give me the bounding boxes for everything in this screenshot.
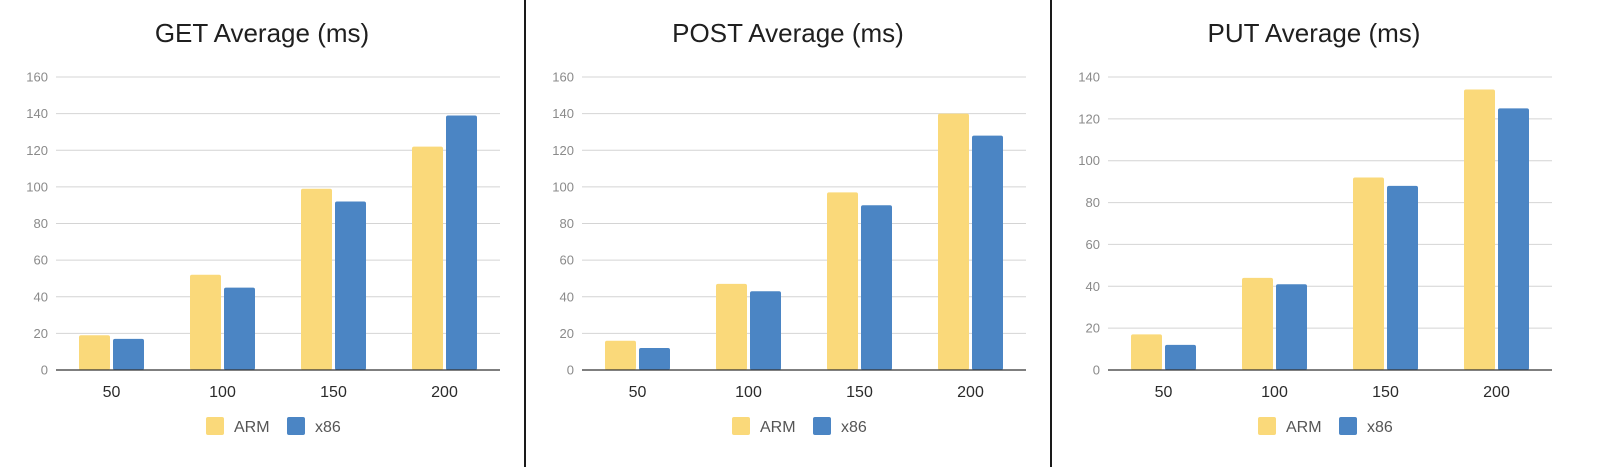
chart-title: POST Average (ms) [672, 18, 904, 48]
y-tick-label: 20 [34, 326, 48, 341]
y-tick-label: 80 [560, 216, 574, 231]
y-tick-label: 0 [567, 363, 574, 378]
bar-x86-50 [639, 348, 670, 370]
x-tick-label: 200 [431, 384, 458, 401]
bar-x86-100 [750, 291, 781, 370]
x-tick-label: 150 [320, 384, 347, 401]
y-tick-label: 160 [26, 70, 48, 85]
chart-panel-get: GET Average (ms) 0 20 40 60 80 100 120 140 160 50… [0, 0, 524, 467]
x-tick-label: 50 [103, 384, 121, 401]
y-tick-label: 40 [34, 289, 48, 304]
y-tick-label: 40 [1086, 279, 1100, 294]
legend-label: ARM [234, 419, 270, 436]
bar-arm-200 [412, 146, 443, 370]
legend-label: x86 [841, 419, 867, 436]
x-tick-label: 50 [629, 384, 647, 401]
bar-arm-150 [827, 192, 858, 370]
bar-arm-100 [716, 283, 747, 370]
bar-arm-100 [190, 274, 221, 370]
chart-title: GET Average (ms) [154, 18, 370, 48]
chart-panel-post: POST Average (ms) 0 20 40 60 80 100 120 140 160 5… [526, 0, 1050, 467]
chart-title: PUT Average (ms) [1207, 18, 1421, 48]
y-tick-label: 0 [1093, 363, 1100, 378]
y-tick-label: 60 [1086, 237, 1100, 252]
bar-x86-100 [1276, 284, 1307, 370]
bar-arm-150 [301, 188, 332, 370]
chart-panel-put: PUT Average (ms) 0 20 40 60 80 100 120 140 50 100… [1052, 0, 1576, 467]
bar-x86-150 [335, 201, 366, 370]
bar-arm-150 [1353, 177, 1384, 370]
x-tick-label: 100 [735, 384, 762, 401]
y-tick-label: 40 [560, 289, 574, 304]
legend-label: ARM [1286, 419, 1322, 436]
y-tick-label: 120 [552, 143, 574, 158]
y-tick-label: 140 [552, 106, 574, 121]
legend-swatch-arm [732, 417, 750, 435]
y-tick-label: 80 [34, 216, 48, 231]
bar-arm-200 [1464, 89, 1495, 371]
bar-arm-100 [1242, 277, 1273, 370]
bar-arm-50 [1131, 334, 1162, 370]
legend-swatch-arm [1258, 417, 1276, 435]
bar-x86-200 [446, 115, 477, 370]
bar-arm-50 [79, 335, 110, 370]
x-tick-label: 200 [957, 384, 984, 401]
legend-label: x86 [315, 419, 341, 436]
x-tick-label: 100 [209, 384, 236, 401]
y-tick-label: 100 [552, 179, 574, 194]
y-tick-label: 140 [1078, 70, 1100, 85]
bar-arm-200 [938, 113, 969, 370]
y-tick-label: 100 [26, 179, 48, 194]
y-tick-label: 120 [1078, 111, 1100, 126]
x-tick-label: 200 [1483, 384, 1510, 401]
y-tick-label: 140 [26, 106, 48, 121]
legend-label: ARM [760, 419, 796, 436]
chart-svg: 0 20 40 60 80 100 120 140 160 50 100 150 200 ARM x86 [552, 70, 1026, 436]
bar-x86-150 [861, 205, 892, 370]
bar-x86-200 [972, 135, 1003, 370]
y-tick-label: 60 [34, 253, 48, 268]
y-tick-label: 20 [560, 326, 574, 341]
legend-swatch-x86 [287, 417, 305, 435]
y-tick-label: 160 [552, 70, 574, 85]
panel-divider [1050, 0, 1052, 467]
legend-label: x86 [1367, 419, 1393, 436]
y-tick-label: 20 [1086, 321, 1100, 336]
y-tick-label: 60 [560, 253, 574, 268]
bar-x86-50 [113, 338, 144, 370]
y-tick-label: 80 [1086, 195, 1100, 210]
y-tick-label: 0 [41, 363, 48, 378]
bar-x86-100 [224, 287, 255, 370]
y-tick-label: 100 [1078, 153, 1100, 168]
bar-x86-200 [1498, 108, 1529, 371]
bar-x86-150 [1387, 185, 1418, 370]
x-tick-label: 100 [1261, 384, 1288, 401]
legend-swatch-x86 [1339, 417, 1357, 435]
chart-svg: 0 20 40 60 80 100 120 140 50 100 150 200 ARM x86 [1078, 70, 1552, 436]
panel-divider [524, 0, 526, 467]
chart-svg: 0 20 40 60 80 100 120 140 160 50 100 150 200 ARM x86 [26, 70, 500, 436]
legend-swatch-x86 [813, 417, 831, 435]
legend-swatch-arm [206, 417, 224, 435]
y-tick-label: 120 [26, 143, 48, 158]
bar-arm-50 [605, 340, 636, 370]
x-tick-label: 50 [1155, 384, 1173, 401]
x-tick-label: 150 [1372, 384, 1399, 401]
bar-x86-50 [1165, 344, 1196, 370]
x-tick-label: 150 [846, 384, 873, 401]
